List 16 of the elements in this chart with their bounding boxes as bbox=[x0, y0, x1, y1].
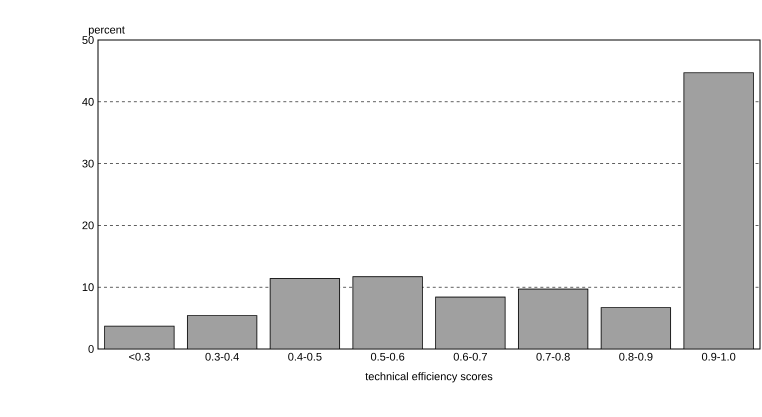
x-axis-title: technical efficiency scores bbox=[365, 372, 492, 382]
y-axis-title: percent bbox=[88, 26, 125, 36]
x-tick-label: 0.6-0.7 bbox=[454, 352, 487, 361]
x-tick-label: 0.3-0.4 bbox=[205, 352, 239, 361]
x-tick-label: 0.5-0.6 bbox=[370, 352, 404, 361]
y-tick-label: 10 bbox=[82, 283, 94, 292]
x-tick-label: 0.4-0.5 bbox=[288, 352, 322, 361]
y-tick-label: 40 bbox=[82, 98, 94, 106]
x-tick-label: 0.8-0.9 bbox=[619, 352, 652, 361]
y-tick-label: 0 bbox=[88, 345, 94, 353]
x-tick-label: 0.7-0.8 bbox=[536, 352, 570, 361]
x-tick-label: 0.9-1.0 bbox=[702, 352, 736, 361]
y-tick-label: 20 bbox=[82, 221, 94, 230]
y-tick-label: 30 bbox=[82, 160, 94, 168]
y-tick-label: 50 bbox=[82, 36, 94, 44]
x-tick-label: <0.3 bbox=[129, 352, 150, 361]
